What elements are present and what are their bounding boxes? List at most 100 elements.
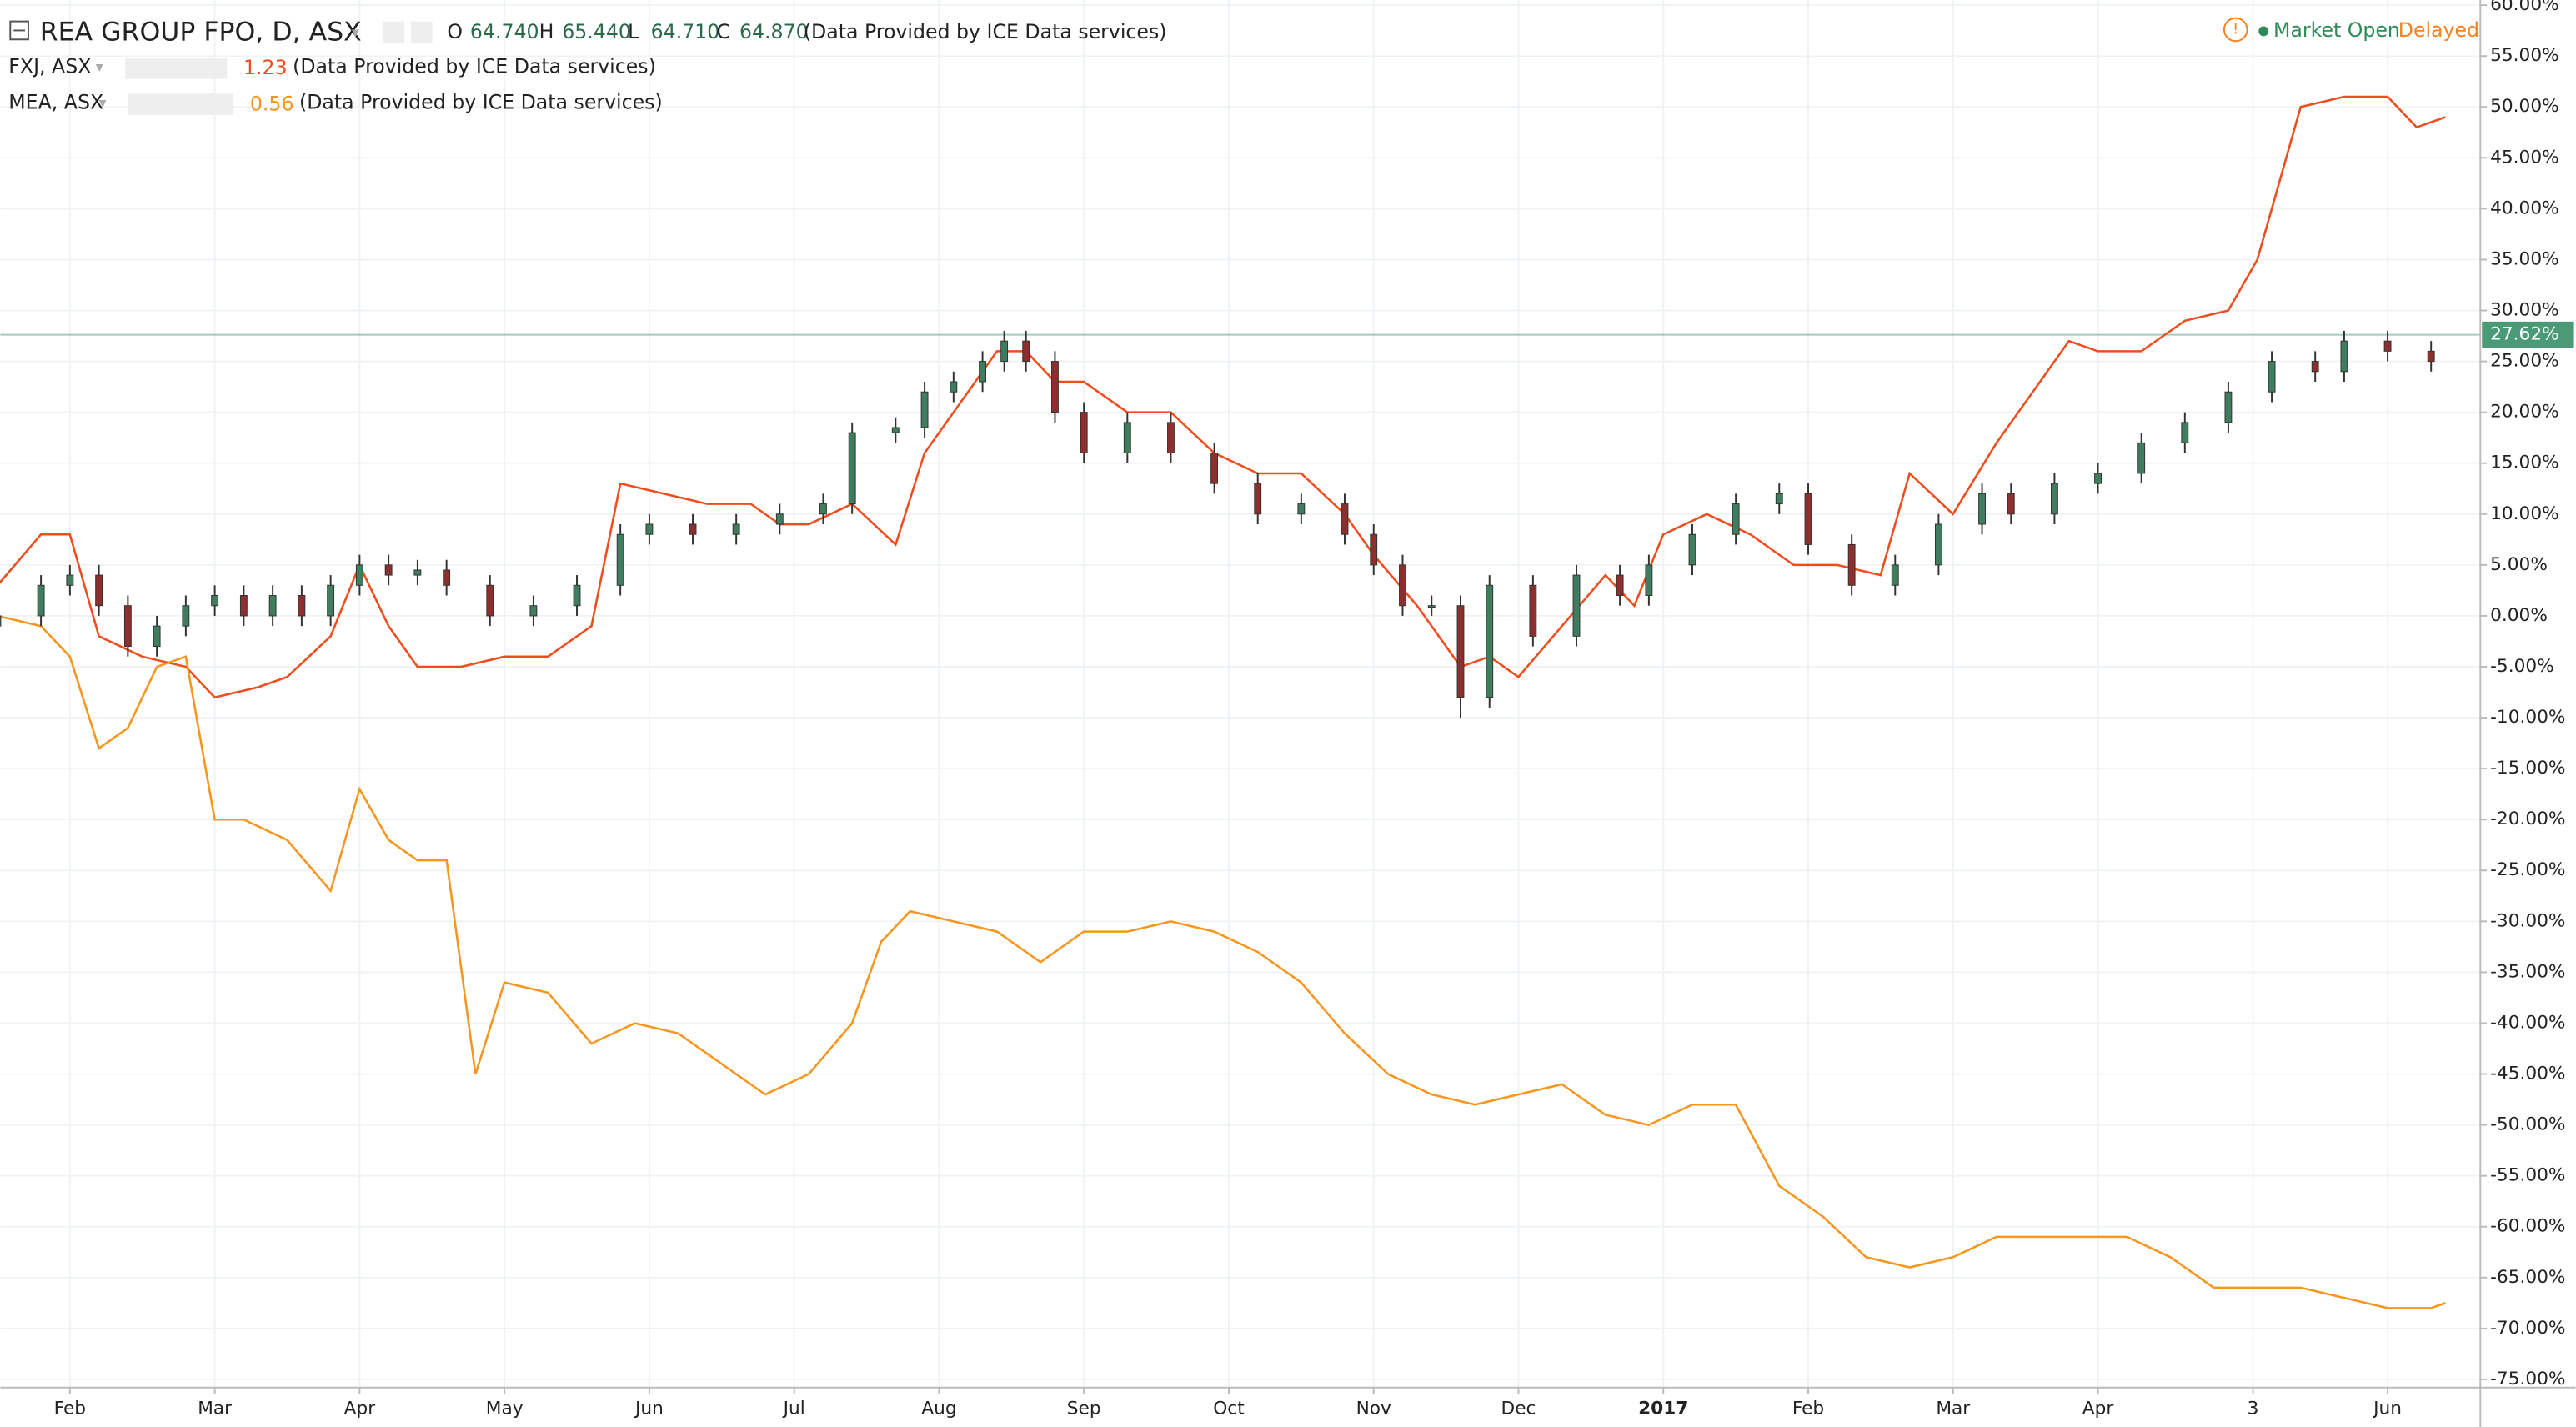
y-tick-label: -35.00% <box>2490 961 2565 982</box>
candle-body <box>1051 361 1059 413</box>
y-tick-label: -30.00% <box>2490 910 2565 931</box>
candle-body <box>66 574 74 586</box>
settings-icon[interactable] <box>410 21 433 43</box>
x-tick-label: Jul <box>782 1398 805 1419</box>
series-line <box>0 615 2446 1309</box>
candle-body <box>2137 442 2146 474</box>
y-tick-label: 40.00% <box>2490 198 2559 218</box>
candle-body <box>1210 453 1219 484</box>
y-tick-label: -20.00% <box>2490 809 2565 829</box>
ohlc-value: 64.710 <box>651 20 720 43</box>
dropdown-icon[interactable]: ▾ <box>352 24 359 41</box>
candle-body <box>979 361 987 383</box>
ohlc-key: H <box>539 20 554 43</box>
current-label: 27.62% <box>2490 324 2559 345</box>
x-tick-label: Jun <box>634 1398 664 1419</box>
y-tick-label: -5.00% <box>2490 656 2554 677</box>
ohlc-value: 65.440 <box>562 20 631 43</box>
x-tick-label: Dec <box>1501 1398 1536 1419</box>
y-tick-label: -50.00% <box>2490 1114 2565 1135</box>
candle-body <box>153 625 161 648</box>
y-tick-label: 25.00% <box>2490 351 2559 372</box>
x-tick-label: Feb <box>1792 1398 1824 1419</box>
collapse-icon[interactable] <box>9 20 29 41</box>
candle-body <box>2311 361 2319 373</box>
legend-name: MEA, ASX <box>8 91 103 114</box>
candle-body <box>1688 533 1696 566</box>
candle-body <box>239 595 248 617</box>
x-tick-label: Sep <box>1067 1398 1101 1419</box>
warning-icon: ! <box>2233 21 2238 38</box>
y-tick-label: 15.00% <box>2490 453 2559 473</box>
y-tick-label: -70.00% <box>2490 1318 2565 1339</box>
x-tick-label: 3 <box>2248 1398 2259 1419</box>
candle-body <box>529 605 538 617</box>
x-tick-label: Jun <box>2372 1398 2402 1419</box>
candle-body <box>0 615 2 627</box>
candle-body <box>1297 503 1306 515</box>
y-tick-label: -40.00% <box>2490 1012 2565 1033</box>
dropdown-icon[interactable]: ▾ <box>96 59 103 76</box>
candle-body <box>1427 605 1436 608</box>
candle-body <box>1891 564 1899 586</box>
x-tick-label: Oct <box>1213 1398 1244 1419</box>
y-tick-label: 50.00% <box>2490 96 2559 117</box>
dropdown-icon[interactable]: ▾ <box>99 95 107 112</box>
x-tick-label: Mar <box>1936 1398 1970 1419</box>
candle-body <box>2268 361 2276 393</box>
ohlc-value: 64.740 <box>470 20 539 43</box>
candle-body <box>486 584 494 617</box>
candle-body <box>732 523 740 535</box>
series-tools[interactable] <box>128 93 234 115</box>
candle-body <box>1934 523 1942 566</box>
plot <box>0 95 2481 1309</box>
source: (Data Provided by ICE Data services) <box>804 20 1167 43</box>
candle-body <box>2427 350 2435 363</box>
candle-body <box>1804 493 1812 545</box>
y-tick-label: 5.00% <box>2490 554 2548 575</box>
x-tick-label: Mar <box>198 1398 232 1419</box>
candle-body <box>2181 422 2189 443</box>
y-tick-label: 20.00% <box>2490 402 2559 423</box>
x-tick-label: Apr <box>2082 1398 2114 1419</box>
x-tick-label: 2017 <box>1638 1398 1688 1419</box>
candle-body <box>1080 412 1088 453</box>
series-tools[interactable] <box>125 57 228 79</box>
candle-body <box>573 584 581 607</box>
y-tick-label: 0.00% <box>2490 605 2548 626</box>
candle-body <box>355 564 363 586</box>
settings-icon[interactable] <box>383 21 405 43</box>
candle-body <box>327 584 335 617</box>
candle-body <box>413 569 422 576</box>
candle-body <box>95 574 103 607</box>
y-tick-label: -15.00% <box>2490 758 2565 779</box>
candle-body <box>1645 564 1653 596</box>
candle-body <box>891 427 900 433</box>
candle-body <box>2094 473 2102 484</box>
candle-body <box>1456 605 1465 698</box>
candle-body <box>1341 503 1349 535</box>
candle-body <box>1616 574 1624 596</box>
x-tick-label: Nov <box>1356 1398 1391 1419</box>
candle-body <box>1847 543 1856 586</box>
candle-body <box>689 523 697 535</box>
candle-body <box>1000 340 1009 363</box>
candle-body <box>2383 340 2392 352</box>
candle-body <box>123 605 132 648</box>
x-tick-label: Feb <box>54 1398 86 1419</box>
candle-body <box>920 391 929 428</box>
candle-body <box>848 432 856 505</box>
candle-body <box>298 595 306 617</box>
y-tick-label: -75.00% <box>2490 1369 2565 1389</box>
candle-body <box>1732 503 1740 535</box>
candle-body <box>775 513 784 525</box>
legend-last: 1.23 <box>243 56 288 79</box>
candle-body <box>1167 422 1175 453</box>
status-dot <box>2258 26 2269 37</box>
candle-body <box>2007 493 2015 515</box>
candle-body <box>950 381 958 393</box>
candle-body <box>182 605 190 627</box>
warning-icon[interactable] <box>2223 17 2248 43</box>
market-status: Market Open <box>2273 18 2400 42</box>
